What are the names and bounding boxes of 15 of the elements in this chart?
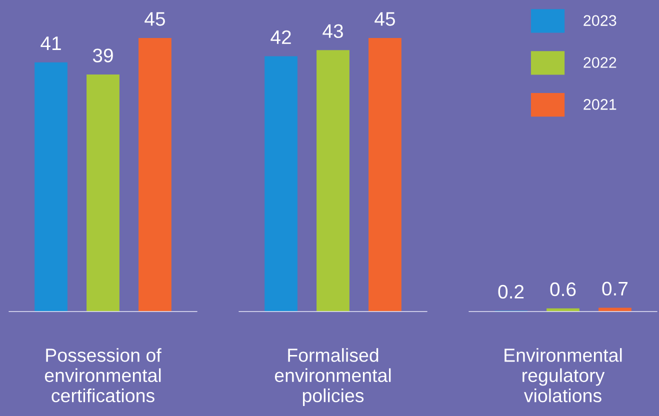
legend-label: 2021	[584, 99, 616, 110]
legend-label: 2023	[584, 15, 616, 26]
data-label: 39	[92, 48, 113, 62]
data-label: 41	[40, 36, 61, 50]
data-label: 0.7	[602, 282, 628, 296]
data-label: 0.6	[550, 282, 576, 296]
data-label: 42	[270, 30, 291, 44]
data-label: 0.2	[498, 284, 524, 299]
legend-label: 2022	[584, 57, 616, 68]
x-tick-label: Formalised environmental policies	[274, 348, 391, 406]
data-label: 45	[374, 12, 395, 26]
x-tick-label: Environmental regulatory violations	[504, 348, 622, 402]
x-tick-label: Possession of environmental certifications	[44, 348, 162, 402]
data-label: 43	[322, 24, 343, 38]
data-label: 45	[144, 12, 165, 26]
